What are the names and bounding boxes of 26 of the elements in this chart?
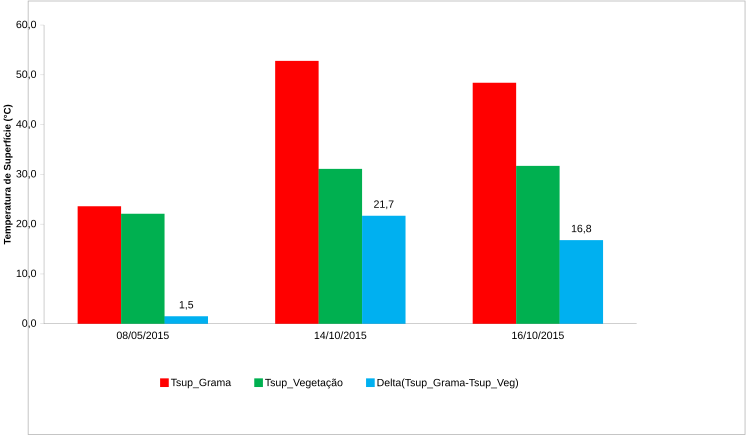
- y-axis-title: Temperatura de Superfície (°C): [4, 105, 13, 245]
- bar: [560, 240, 604, 324]
- bar: [275, 61, 319, 324]
- x-tick-label: 14/10/2015: [314, 332, 366, 340]
- data-label: 16,8: [572, 225, 592, 234]
- bar: [472, 83, 516, 324]
- y-tick-label: 0,0: [22, 320, 36, 328]
- y-tick-label: 40,0: [16, 120, 36, 130]
- legend-label: Delta(Tsup_Grama-Tsup_Veg): [378, 378, 518, 389]
- bar: [318, 169, 362, 324]
- bar: [362, 216, 406, 324]
- legend-label: Tsup_Grama: [170, 378, 232, 388]
- y-tick-label: 20,0: [16, 220, 36, 229]
- bar: [516, 166, 560, 324]
- x-tick-label: 08/05/2015: [116, 332, 169, 340]
- data-label: 21,7: [374, 200, 394, 210]
- legend-label: Tsup_Vegetação: [265, 378, 342, 389]
- bar: [121, 214, 165, 324]
- data-label: 1,5: [180, 301, 194, 310]
- y-tick-label: 30,0: [16, 170, 36, 179]
- bar: [78, 206, 122, 324]
- y-tick-label: 50,0: [16, 70, 36, 80]
- y-tick-label: 10,0: [16, 270, 36, 279]
- y-tick-label: 60,0: [16, 20, 36, 30]
- x-tick-label: 16/10/2015: [512, 332, 564, 340]
- bar: [164, 316, 208, 324]
